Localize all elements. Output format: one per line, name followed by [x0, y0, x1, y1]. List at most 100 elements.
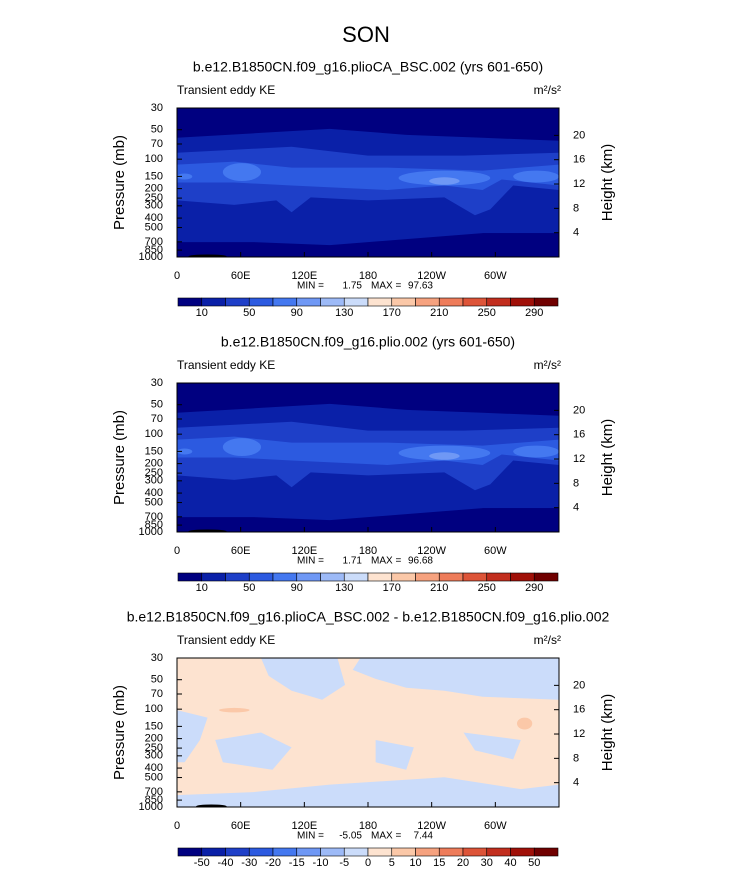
- y-tick-label: 150: [145, 720, 163, 732]
- y2-tick-label: 4: [573, 777, 579, 789]
- colorbar-box: [367, 847, 393, 857]
- colorbar-label: 30: [481, 857, 493, 869]
- max-label: MAX =: [371, 831, 401, 842]
- panel-title: b.e12.B1850CN.f09_g16.plio.002 (yrs 601-…: [221, 334, 515, 350]
- y-tick-label: 100: [145, 153, 163, 165]
- colorbar-box: [438, 847, 464, 857]
- field-shapes: [177, 658, 559, 807]
- contour-region: [177, 448, 193, 455]
- min-label: MIN =: [297, 281, 324, 292]
- contour-region: [516, 717, 533, 730]
- contour-region: [188, 254, 227, 257]
- y-tick-label: 850: [145, 244, 163, 256]
- colorbar-box: [391, 847, 416, 857]
- y-tick-label: 30: [151, 102, 163, 114]
- colorbar-label: 10: [196, 307, 208, 319]
- y-axis-label: Pressure (mb): [111, 410, 128, 505]
- x-tick-label: 60E: [231, 270, 251, 282]
- colorbar-label: 50: [528, 857, 540, 869]
- contour-region: [215, 732, 292, 770]
- y-tick-label: 1000: [139, 526, 163, 538]
- y-tick-label: 30: [151, 377, 163, 389]
- max-value: 96.68: [408, 556, 433, 567]
- colorbar-box: [533, 847, 559, 857]
- colorbar-label: 50: [243, 307, 255, 319]
- colorbar-box: [272, 847, 298, 857]
- colorbar-box: [320, 847, 345, 857]
- colorbar-box: [415, 847, 440, 857]
- colorbar-label: -50: [194, 857, 210, 869]
- y-tick-label: 400: [145, 212, 163, 224]
- y-tick-label: 50: [151, 674, 163, 686]
- colorbar-box: [272, 297, 298, 307]
- colorbar-box: [248, 297, 274, 307]
- y-tick-label: 250: [145, 467, 163, 479]
- contour-region: [177, 777, 559, 807]
- y-tick-label: 70: [151, 688, 163, 700]
- units: m²/s²: [534, 83, 561, 97]
- contour-region: [429, 452, 460, 460]
- contour-region: [222, 163, 262, 182]
- y2-tick-label: 8: [573, 752, 579, 764]
- min-value: -5.05: [339, 831, 362, 842]
- colorbar-label: 130: [335, 582, 353, 594]
- min-value: 1.71: [343, 556, 363, 567]
- y-tick-label: 100: [145, 428, 163, 440]
- colorbar-box: [510, 297, 535, 307]
- y-tick-label: 50: [151, 124, 163, 136]
- colorbar-label: 0: [365, 857, 371, 869]
- colorbar-box: [296, 572, 321, 582]
- min-value: 1.75: [343, 281, 363, 292]
- x-tick-label: 120W: [417, 820, 446, 832]
- x-tick-label: 0: [174, 545, 180, 557]
- y-tick-label: 850: [145, 519, 163, 531]
- contour-region: [188, 529, 227, 532]
- contour-region: [222, 438, 262, 457]
- colorbar-box: [320, 297, 345, 307]
- y2-tick-label: 8: [573, 202, 579, 214]
- contour-field: [177, 383, 559, 532]
- y-tick-label: 300: [145, 200, 163, 212]
- colorbar-label: -30: [241, 857, 257, 869]
- colorbar-label: 170: [383, 582, 401, 594]
- colorbar-box: [248, 847, 274, 857]
- y2-tick-label: 20: [573, 679, 585, 691]
- colorbar-label: 90: [291, 582, 303, 594]
- y-tick-label: 1000: [139, 801, 163, 813]
- colorbar-label: 15: [433, 857, 445, 869]
- y2-axis-label: Height (km): [599, 694, 616, 772]
- y-tick-label: 700: [145, 511, 163, 523]
- y-tick-label: 500: [145, 771, 163, 783]
- max-label: MAX =: [371, 281, 401, 292]
- y-tick-label: 1000: [139, 251, 163, 263]
- contour-field: [177, 658, 559, 807]
- colorbar-box: [296, 847, 321, 857]
- colorbar-box: [225, 297, 250, 307]
- contour-region: [429, 177, 460, 185]
- y-tick-label: 500: [145, 221, 163, 233]
- x-tick-label: 120W: [417, 545, 446, 557]
- colorbar-label: -15: [289, 857, 305, 869]
- x-tick-label: 60W: [484, 270, 507, 282]
- y-tick-label: 250: [145, 192, 163, 204]
- colorbar-box: [177, 572, 203, 582]
- colorbar-box: [367, 297, 393, 307]
- y-tick-label: 100: [145, 703, 163, 715]
- colorbar-box: [225, 847, 250, 857]
- x-tick-label: 60E: [231, 820, 251, 832]
- contour-region: [375, 739, 414, 770]
- contour-region: [463, 732, 521, 760]
- colorbar-box: [415, 297, 440, 307]
- contour-field: [177, 108, 559, 257]
- colorbar-box: [225, 572, 250, 582]
- field-shapes: [177, 403, 559, 532]
- contour-region: [482, 508, 559, 532]
- colorbar-box: [391, 572, 416, 582]
- y-tick-label: 500: [145, 496, 163, 508]
- contour-region: [482, 233, 559, 257]
- y-tick-label: 30: [151, 652, 163, 664]
- x-tick-label: 120E: [291, 545, 317, 557]
- y-tick-label: 700: [145, 786, 163, 798]
- x-tick-label: 0: [174, 820, 180, 832]
- colorbar-label: 130: [335, 307, 353, 319]
